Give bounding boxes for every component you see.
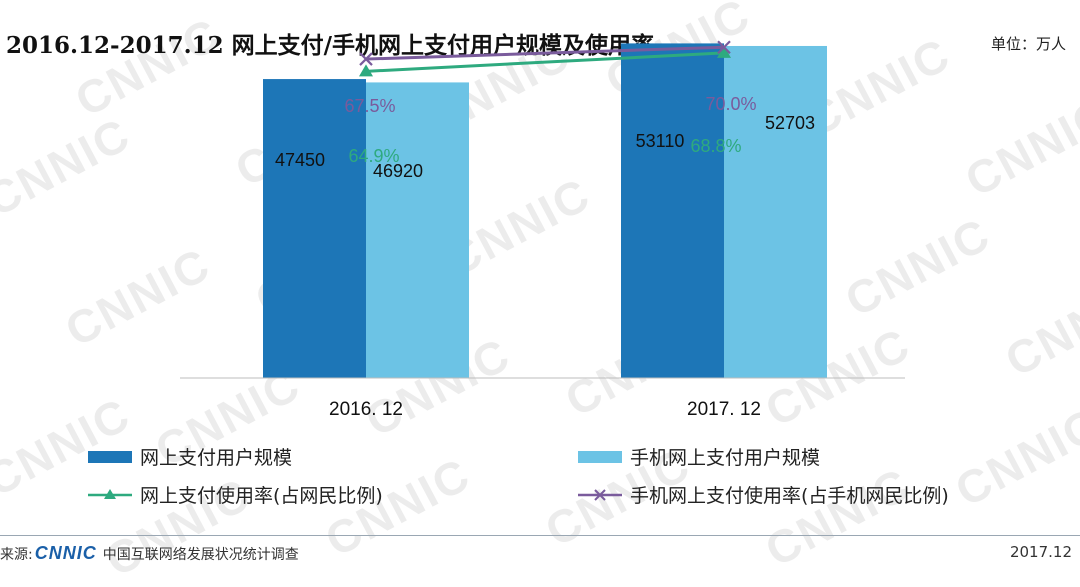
source-text: 中国互联网络发展状况统计调查: [102, 546, 299, 563]
legend-item-mobile-payment-users: 手机网上支付用户规模: [578, 443, 820, 470]
bar: [724, 45, 827, 378]
legend-label: 网上支付用户规模: [140, 447, 293, 469]
legend-item-mobile-payment-rate: 手机网上支付使用率(占手机网民比例): [578, 481, 949, 508]
data-label: 52703: [765, 113, 815, 133]
footer-source: 来源: CNNIC 中国互联网络发展状况统计调查: [0, 543, 299, 564]
series-line: [365, 45, 725, 61]
bar: [263, 79, 366, 378]
triangle-line-icon: [88, 488, 132, 499]
source-label: 来源:: [0, 546, 33, 563]
legend-label: 手机网上支付使用率(占手机网民比例): [630, 485, 949, 507]
bar: [366, 82, 469, 379]
x-line-icon: [578, 488, 622, 501]
line-point: [359, 52, 373, 66]
bar: [621, 43, 724, 378]
footer-divider: [0, 535, 1080, 536]
data-label: 68.8%: [690, 136, 741, 156]
watermark-text: CNNIC: [756, 457, 919, 577]
data-label: 67.5%: [344, 96, 395, 116]
data-label: 64.9%: [348, 146, 399, 166]
data-label: 53110: [636, 131, 685, 151]
chart: 2016. 12 2017. 12 47450 46920 53110 52703 64.9…: [180, 40, 905, 420]
data-label: 46920: [373, 161, 423, 181]
legend-item-online-payment-users: 网上支付用户规模: [88, 443, 292, 470]
unit-label: 单位：万人: [990, 35, 1066, 53]
line-point: [717, 45, 731, 58]
cnnic-logo: CNNIC: [34, 543, 97, 563]
series-line: [365, 51, 725, 73]
line-point: [717, 40, 731, 55]
legend-item-online-payment-rate: 网上支付使用率(占网民比例): [88, 481, 383, 508]
legend-label: 手机网上支付用户规模: [630, 447, 821, 469]
data-label: 47450: [275, 150, 325, 170]
footer-date: 2017.12: [1009, 543, 1072, 561]
legend-label: 网上支付使用率(占网民比例): [140, 485, 383, 507]
legend-swatch: [578, 450, 622, 463]
legend-swatch: [88, 450, 132, 463]
x-tick-label: 2016. 12: [329, 399, 403, 420]
data-label: 70.0%: [705, 94, 756, 114]
line-point: [359, 64, 373, 77]
x-tick-label: 2017. 12: [687, 399, 761, 420]
